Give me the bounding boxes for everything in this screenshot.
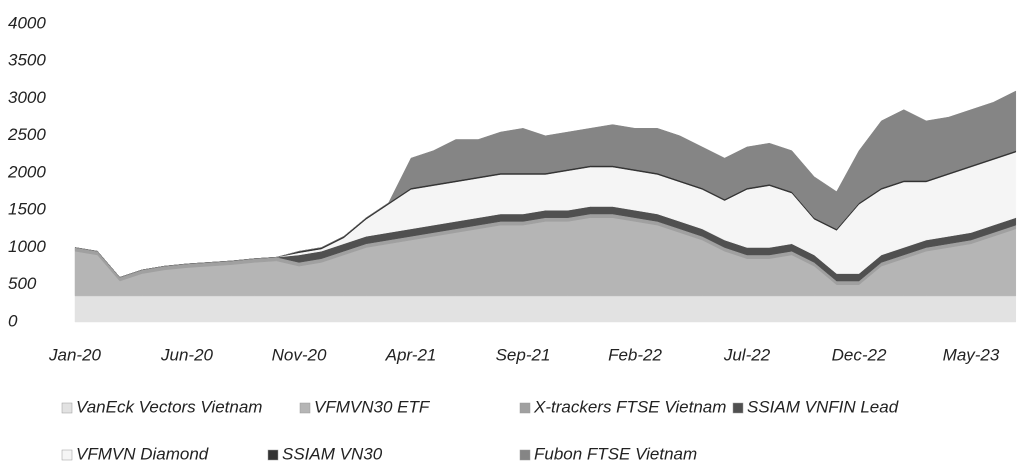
y-tick-label: 2500	[7, 125, 46, 144]
y-tick-label: 3000	[8, 88, 46, 107]
legend-swatch	[267, 449, 279, 461]
x-tick-label: Sep-21	[496, 345, 551, 364]
x-tick-label: Dec-22	[832, 345, 887, 364]
x-tick-label: Jan-20	[48, 345, 102, 364]
legend-swatch	[519, 402, 531, 414]
legend-swatch	[61, 402, 73, 414]
legend-label: VanEck Vectors Vietnam	[76, 397, 262, 416]
x-tick-label: Jun-20	[160, 345, 214, 364]
x-tick-label: Nov-20	[272, 345, 327, 364]
y-tick-label: 4000	[8, 13, 46, 32]
x-tick-label: May-23	[943, 345, 1000, 364]
y-tick-label: 3500	[8, 51, 46, 70]
legend-label: X-trackers FTSE Vietnam	[533, 397, 726, 416]
area	[74, 90, 1017, 278]
legend-label: VFMVN Diamond	[76, 444, 209, 463]
x-tick-label: Jul-22	[723, 345, 771, 364]
area	[74, 295, 1017, 323]
y-tick-label: 1000	[8, 237, 46, 256]
legend-label: SSIAM VNFIN Lead	[747, 397, 899, 416]
y-tick-label: 0	[8, 311, 18, 330]
y-tick-label: 2000	[7, 162, 46, 181]
legend-swatch	[732, 402, 744, 414]
legend-swatch	[61, 449, 73, 461]
y-tick-label: 500	[8, 274, 37, 293]
legend-label: Fubon FTSE Vietnam	[534, 444, 697, 463]
x-tick-label: Apr-21	[385, 345, 437, 364]
legend-swatch	[299, 402, 311, 414]
x-tick-label: Feb-22	[608, 345, 662, 364]
y-tick-label: 1500	[8, 200, 46, 219]
legend-label: VFMVN30 ETF	[314, 397, 431, 416]
legend-label: SSIAM VN30	[282, 444, 383, 463]
legend-swatch	[519, 449, 531, 461]
